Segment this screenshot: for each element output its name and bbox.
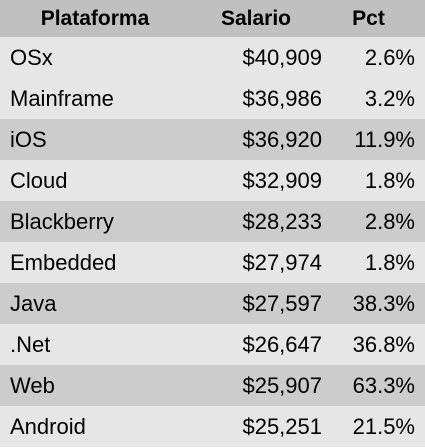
- table-row: Embedded $27,974 1.8%: [0, 242, 425, 283]
- cell-plataforma: Android: [10, 413, 86, 439]
- cell-pct: 38.3%: [352, 290, 415, 316]
- cell-plataforma: Mainframe: [10, 85, 114, 111]
- cell-plataforma: Blackberry: [10, 208, 114, 234]
- cell-plataforma: Cloud: [10, 167, 68, 193]
- cell-pct: 1.8%: [364, 249, 415, 275]
- cell-salario: $27,597: [242, 290, 322, 316]
- cell-plataforma: Web: [10, 372, 55, 398]
- cell-salario: $40,909: [242, 44, 322, 70]
- header-pct: Pct: [352, 6, 385, 30]
- cell-salario: $36,986: [242, 85, 322, 111]
- table-row: OSx $40,909 2.6%: [0, 37, 425, 78]
- cell-salario: $25,251: [242, 413, 322, 439]
- cell-salario: $32,909: [242, 167, 322, 193]
- table-row: Cloud $32,909 1.8%: [0, 160, 425, 201]
- cell-plataforma: .Net: [10, 331, 51, 357]
- cell-pct: 63.3%: [352, 372, 415, 398]
- table-header: Plataforma Salario Pct: [0, 0, 425, 37]
- cell-pct: 1.8%: [364, 167, 415, 193]
- cell-plataforma: OSx: [10, 44, 53, 70]
- cell-salario: $27,974: [242, 249, 322, 275]
- table-row: .Net $26,647 36.8%: [0, 324, 425, 365]
- cell-plataforma: iOS: [10, 126, 47, 152]
- table-row: Android $25,251 21.5%: [0, 406, 425, 447]
- table-row: Web $25,907 63.3%: [0, 365, 425, 406]
- table-row: Blackberry $28,233 2.8%: [0, 201, 425, 242]
- cell-salario: $36,920: [242, 126, 322, 152]
- header-salario: Salario: [220, 6, 292, 30]
- header-plataforma: Plataforma: [40, 6, 150, 30]
- table-row: iOS $36,920 11.9%: [0, 119, 425, 160]
- cell-pct: 36.8%: [352, 331, 415, 357]
- cell-salario: $25,907: [242, 372, 322, 398]
- cell-plataforma: Embedded: [10, 249, 117, 275]
- cell-pct: 3.2%: [364, 85, 415, 111]
- table-row: Java $27,597 38.3%: [0, 283, 425, 324]
- cell-salario: $26,647: [242, 331, 322, 357]
- cell-salario: $28,233: [242, 208, 322, 234]
- cell-pct: 21.5%: [352, 413, 415, 439]
- table-row: Mainframe $36,986 3.2%: [0, 78, 425, 119]
- cell-pct: 2.8%: [364, 208, 415, 234]
- cell-plataforma: Java: [10, 290, 57, 316]
- cell-pct: 11.9%: [354, 126, 415, 152]
- cell-pct: 2.6%: [364, 44, 415, 70]
